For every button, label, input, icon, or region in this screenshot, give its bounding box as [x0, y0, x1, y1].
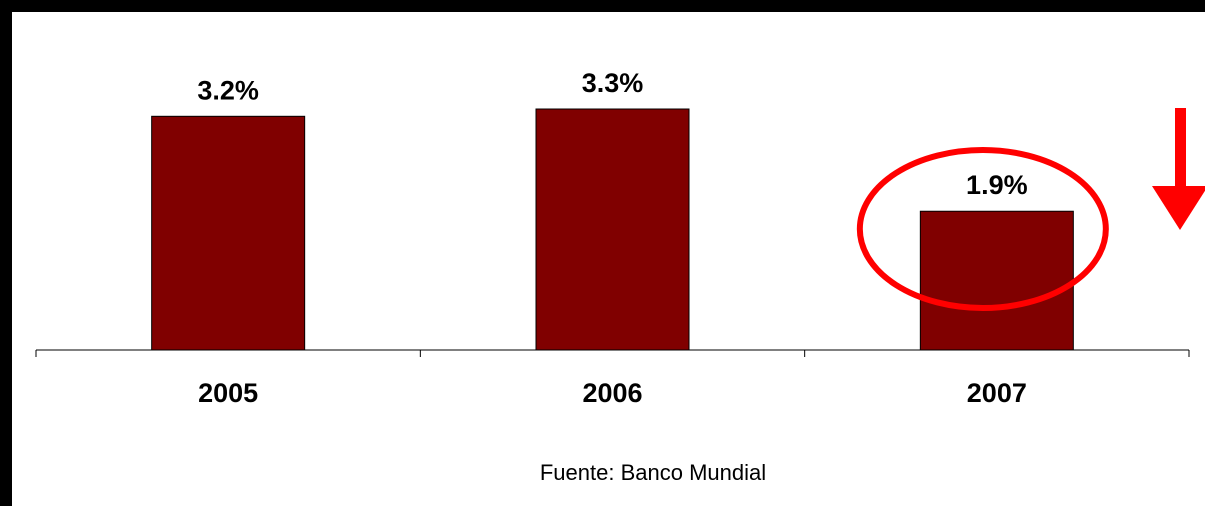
bar-2006: [535, 108, 690, 351]
highlight-circle: [856, 147, 1109, 311]
down-arrow-shaft: [1175, 108, 1186, 190]
value-label-2005: 3.2%: [197, 75, 259, 105]
labels-layer: 3.2% 2005 3.3% 2006 1.9% 2007: [197, 68, 1027, 408]
bar-2005: [151, 115, 306, 351]
value-label-2006: 3.3%: [582, 68, 644, 98]
source-label: Fuente: Banco Mundial: [540, 460, 766, 485]
category-label-2005: 2005: [198, 378, 258, 408]
down-arrow-icon: [1152, 186, 1205, 230]
bar-2007: [919, 210, 1074, 351]
bars-layer: [151, 108, 1074, 351]
frame-top-border: [0, 0, 1205, 12]
category-label-2007: 2007: [967, 378, 1027, 408]
value-label-2007: 1.9%: [966, 170, 1028, 200]
annotation-layer: [856, 108, 1205, 311]
frame-left-border: [0, 0, 12, 506]
x-axis: [35, 349, 1190, 357]
category-label-2006: 2006: [582, 378, 642, 408]
